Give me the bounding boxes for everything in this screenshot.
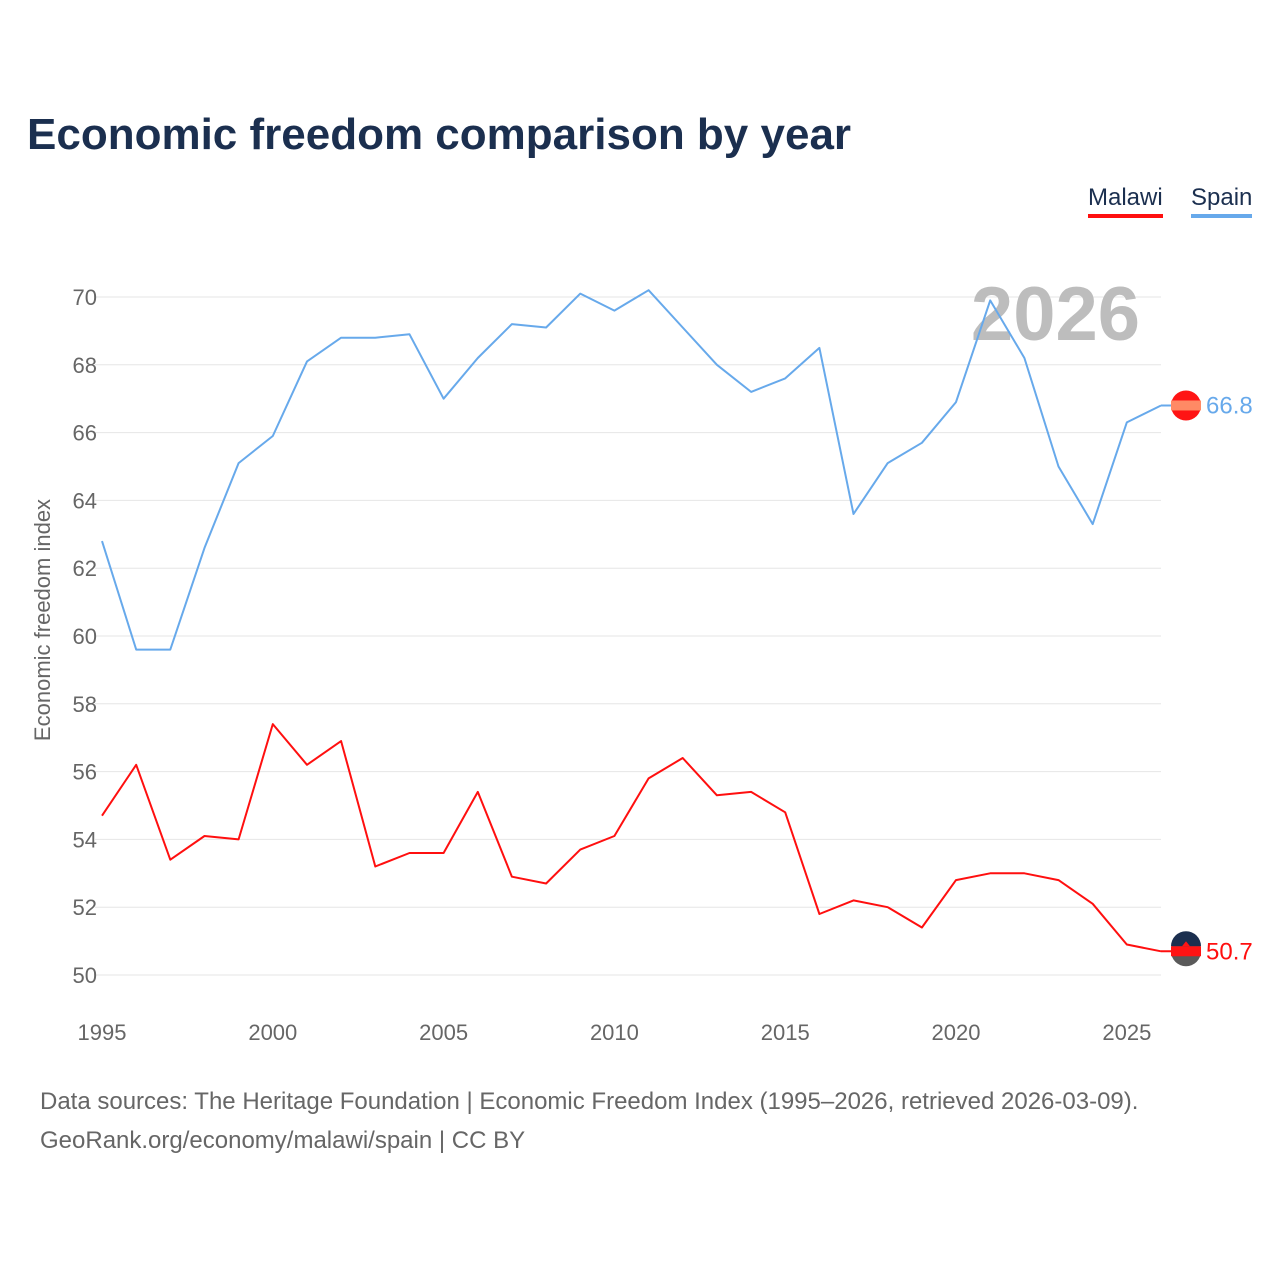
y-tick-label: 58 — [73, 692, 97, 717]
x-tick-label: 2020 — [932, 1020, 981, 1045]
source-link[interactable]: GeoRank.org/economy/malawi/spain | CC BY — [40, 1127, 526, 1154]
end-value-label-spain: 66.8 — [1206, 392, 1253, 419]
malawi-flag-top — [1171, 931, 1201, 947]
x-tick-label: 2005 — [419, 1020, 468, 1045]
chart-title: Economic freedom comparison by year — [27, 110, 852, 159]
legend-malawi[interactable]: Malawi — [1088, 184, 1163, 218]
source-text: Data sources: The Heritage Foundation | … — [40, 1088, 1139, 1115]
y-tick-label: 62 — [73, 556, 97, 581]
y-tick-label: 52 — [73, 895, 97, 920]
malawi-flag-sun — [1182, 941, 1190, 947]
y-tick-label: 60 — [73, 624, 97, 649]
x-tick-label: 2025 — [1102, 1020, 1151, 1045]
x-tick-label: 2010 — [590, 1020, 639, 1045]
year-watermark: 2026 — [971, 272, 1140, 357]
y-tick-label: 64 — [73, 488, 97, 513]
series-line-malawi — [101, 723, 1162, 953]
x-tick-label: 2000 — [248, 1020, 297, 1045]
series-line-spain — [101, 289, 1162, 651]
y-tick-label: 66 — [73, 421, 97, 446]
x-tick-label: 1995 — [78, 1020, 127, 1045]
y-tick-label: 50 — [73, 963, 97, 988]
y-tick-label: 56 — [73, 760, 97, 785]
x-tick-label: 2015 — [761, 1020, 810, 1045]
malawi-flag-stripe — [1171, 946, 1201, 957]
y-tick-label: 70 — [73, 285, 97, 310]
end-value-label-malawi: 50.7 — [1206, 938, 1253, 965]
spain-flag-stripe — [1171, 400, 1201, 411]
legend-spain[interactable]: Spain — [1191, 184, 1253, 218]
y-axis-label: Economic freedom index — [30, 499, 55, 741]
y-tick-label: 54 — [73, 827, 97, 852]
y-tick-label: 68 — [73, 353, 97, 378]
